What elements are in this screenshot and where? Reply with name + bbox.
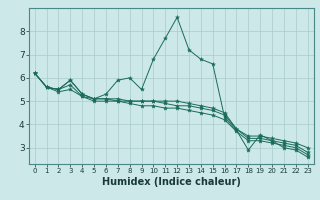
X-axis label: Humidex (Indice chaleur): Humidex (Indice chaleur) [102, 177, 241, 187]
